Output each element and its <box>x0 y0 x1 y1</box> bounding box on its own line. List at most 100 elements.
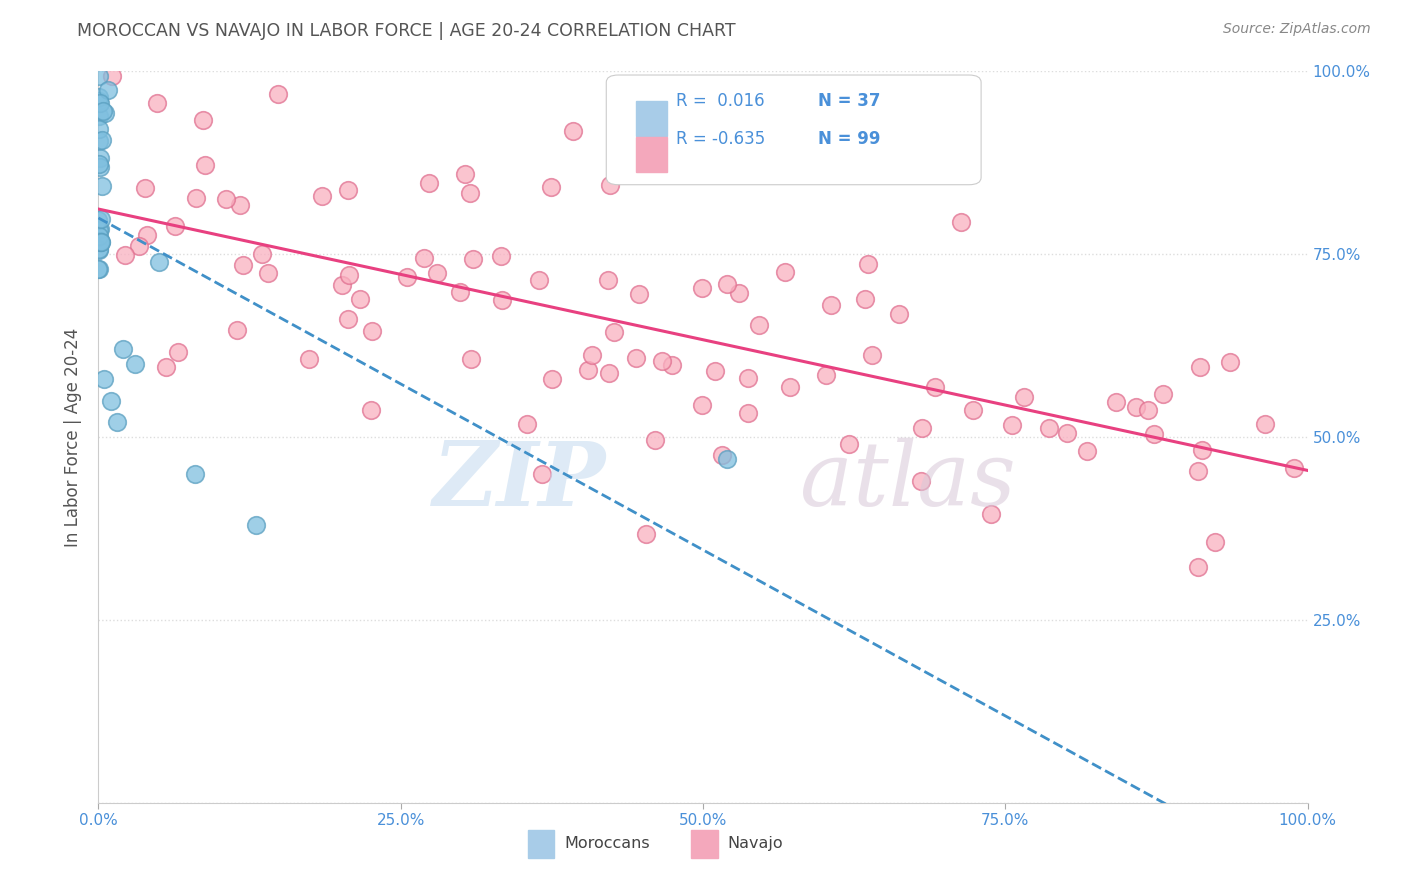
Point <box>716 452 738 467</box>
Point <box>1105 394 1128 409</box>
Point <box>598 366 620 380</box>
Point <box>89 152 111 166</box>
Point <box>166 345 188 359</box>
Point <box>644 434 666 448</box>
Text: N = 37: N = 37 <box>818 92 880 110</box>
Point <box>454 167 477 181</box>
Point <box>418 177 440 191</box>
Point <box>603 325 626 339</box>
Point <box>581 348 603 362</box>
Point <box>820 298 842 312</box>
Text: R = -0.635: R = -0.635 <box>676 130 766 148</box>
Point <box>541 372 564 386</box>
Point <box>627 287 650 301</box>
Point <box>89 222 111 236</box>
Text: Moroccans: Moroccans <box>564 836 650 851</box>
Point <box>1282 461 1305 475</box>
Point <box>910 474 932 488</box>
Point <box>716 277 738 291</box>
Point <box>853 293 876 307</box>
Point <box>89 211 111 226</box>
Point <box>87 156 110 170</box>
Point <box>838 437 860 451</box>
Text: N = 99: N = 99 <box>818 130 880 148</box>
Point <box>96 83 118 97</box>
Point <box>773 265 796 279</box>
Point <box>360 324 382 338</box>
Point <box>1254 417 1277 431</box>
Point <box>412 251 434 265</box>
Point <box>360 402 382 417</box>
Point <box>124 357 146 371</box>
Point <box>226 322 249 336</box>
Point <box>89 121 111 136</box>
Point <box>298 352 321 367</box>
Point <box>87 243 110 257</box>
Point <box>229 198 252 212</box>
Bar <box>637 101 666 136</box>
Point <box>651 354 673 368</box>
Point <box>87 261 110 276</box>
Text: Navajo: Navajo <box>727 836 783 851</box>
Point <box>87 89 110 103</box>
Point <box>962 402 984 417</box>
Bar <box>637 137 666 172</box>
Point <box>101 69 124 83</box>
Point <box>105 416 128 430</box>
Point <box>337 268 360 283</box>
Point <box>136 227 159 242</box>
Point <box>87 242 110 256</box>
Point <box>814 368 837 382</box>
Point <box>90 178 112 193</box>
Point <box>163 219 186 234</box>
Point <box>194 158 217 172</box>
Point <box>1012 390 1035 404</box>
Point <box>1152 387 1174 401</box>
Point <box>87 262 110 277</box>
Point <box>155 359 177 374</box>
Point <box>245 517 267 532</box>
Point <box>87 213 110 227</box>
Point <box>184 467 207 481</box>
Point <box>134 181 156 195</box>
Point <box>562 124 585 138</box>
Point <box>527 273 550 287</box>
Text: atlas: atlas <box>800 438 1015 524</box>
Point <box>692 281 714 295</box>
Point <box>491 293 513 308</box>
Point <box>710 448 733 462</box>
Point <box>924 380 946 394</box>
Point <box>93 371 115 385</box>
Point <box>911 421 934 435</box>
Point <box>148 254 170 268</box>
Point <box>491 249 513 263</box>
Point <box>267 87 290 102</box>
Point <box>460 352 482 367</box>
Point <box>349 292 371 306</box>
Point <box>89 96 111 111</box>
Point <box>91 103 114 118</box>
Point <box>449 285 471 300</box>
Point <box>576 363 599 377</box>
Bar <box>527 830 554 858</box>
Point <box>215 192 238 206</box>
Point <box>779 380 801 394</box>
Point <box>598 273 620 287</box>
Point <box>336 183 359 197</box>
Point <box>232 258 254 272</box>
Point <box>250 246 273 260</box>
Point <box>146 95 169 110</box>
Point <box>87 228 110 243</box>
Point <box>1137 403 1160 417</box>
Point <box>94 106 117 120</box>
Point <box>661 358 683 372</box>
Point <box>100 393 122 408</box>
Point <box>111 343 134 357</box>
Point <box>748 318 770 333</box>
Point <box>89 70 111 84</box>
Point <box>256 266 278 280</box>
Point <box>1056 426 1078 441</box>
Point <box>690 398 713 412</box>
Point <box>950 215 973 229</box>
Point <box>626 351 648 366</box>
